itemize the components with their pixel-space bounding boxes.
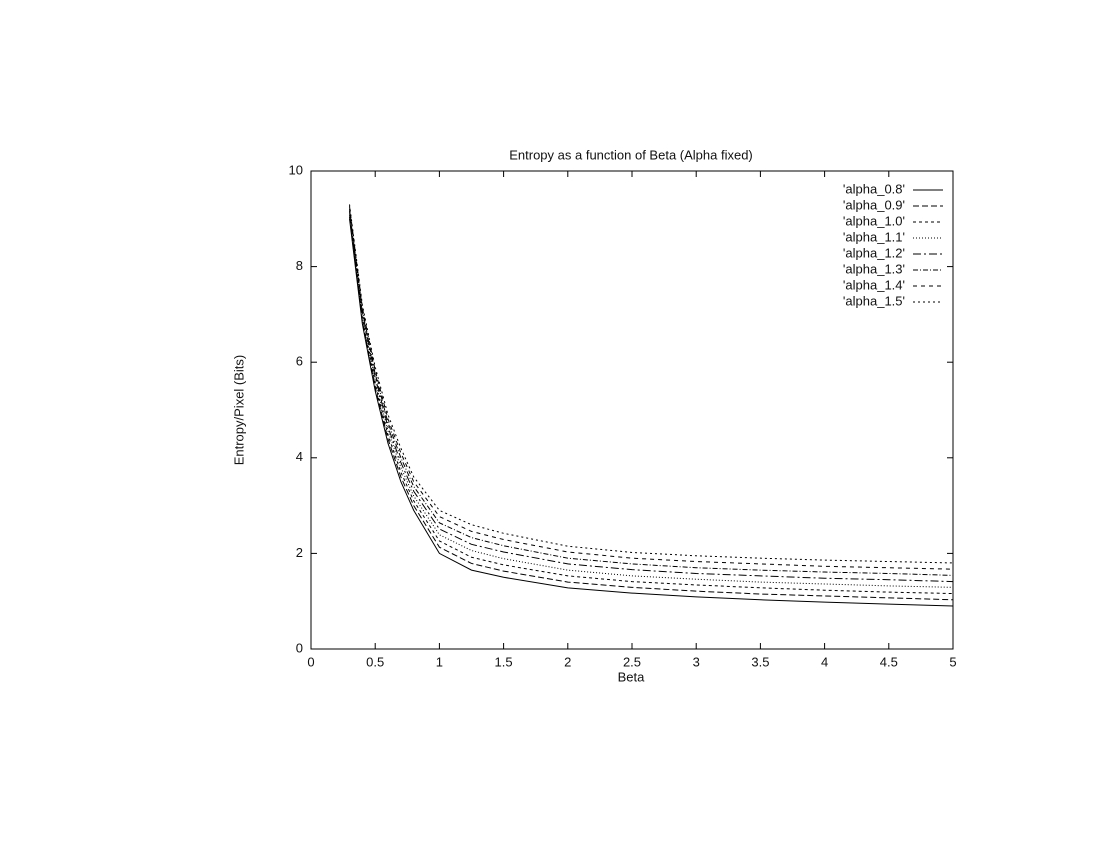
legend-label: 'alpha_0.9' xyxy=(843,197,905,212)
legend-label: 'alpha_1.4' xyxy=(843,277,905,292)
x-tick-label: 2.5 xyxy=(623,654,641,669)
data-line xyxy=(349,208,953,576)
data-line xyxy=(349,204,953,564)
x-axis-label: Beta xyxy=(618,669,646,684)
data-line xyxy=(349,216,953,601)
x-tick-label: 3 xyxy=(693,654,700,669)
y-tick-label: 8 xyxy=(296,258,303,273)
x-tick-label: 5 xyxy=(949,654,956,669)
y-tick-label: 10 xyxy=(289,162,303,177)
data-line xyxy=(349,214,953,595)
data-line xyxy=(349,206,953,570)
x-tick-label: 4.5 xyxy=(880,654,898,669)
legend-label: 'alpha_1.2' xyxy=(843,245,905,260)
x-tick-label: 4 xyxy=(821,654,828,669)
x-tick-label: 1 xyxy=(436,654,443,669)
y-axis-label: Entropy/Pixel (Bits) xyxy=(231,355,246,466)
legend-label: 'alpha_1.1' xyxy=(843,229,905,244)
legend-label: 'alpha_1.0' xyxy=(843,213,905,228)
x-tick-label: 1.5 xyxy=(495,654,513,669)
data-line xyxy=(349,218,953,607)
data-line xyxy=(349,212,953,588)
x-tick-label: 0.5 xyxy=(366,654,384,669)
y-tick-label: 2 xyxy=(296,545,303,560)
x-tick-label: 2 xyxy=(564,654,571,669)
data-line xyxy=(349,210,953,583)
y-tick-label: 4 xyxy=(296,449,303,464)
legend-label: 'alpha_1.3' xyxy=(843,261,905,276)
y-tick-label: 0 xyxy=(296,640,303,655)
y-tick-label: 6 xyxy=(296,354,303,369)
x-tick-label: 3.5 xyxy=(751,654,769,669)
x-tick-label: 0 xyxy=(307,654,314,669)
chart-title: Entropy as a function of Beta (Alpha fix… xyxy=(509,147,753,162)
legend-label: 'alpha_1.5' xyxy=(843,293,905,308)
legend-label: 'alpha_0.8' xyxy=(843,181,905,196)
